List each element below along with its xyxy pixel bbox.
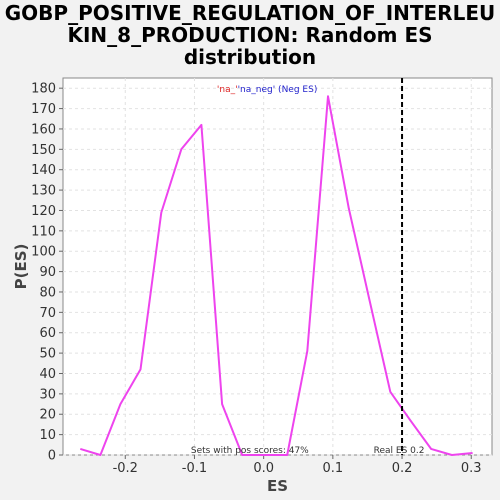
y-tick-label: 80 <box>39 285 56 300</box>
chart-title-line-1: GOBP_POSITIVE_REGULATION_OF_INTERLEU <box>4 1 496 25</box>
annotation-bottom: Sets with pos scores: 47% <box>191 446 309 456</box>
y-tick-label: 10 <box>39 428 56 443</box>
y-tick-label: 170 <box>31 102 56 117</box>
chart-title: GOBP_POSITIVE_REGULATION_OF_INTERLEU KIN… <box>0 2 500 68</box>
y-tick-label: 60 <box>39 326 56 341</box>
chart-title-line-2: KIN_8_PRODUCTION: Random ES <box>67 23 433 47</box>
x-tick-label: 0.3 <box>461 461 482 476</box>
real-es-label: Real ES 0.2 <box>374 446 425 456</box>
y-axis-title: P(ES) <box>12 244 30 290</box>
series-line <box>80 95 473 456</box>
x-tick-label: -0.1 <box>182 461 207 476</box>
y-tick-label: 0 <box>48 449 56 464</box>
x-tick-label: -0.2 <box>113 461 138 476</box>
y-tick-label: 100 <box>31 245 56 260</box>
y-tick-label: 30 <box>39 387 56 402</box>
y-tick-label: 70 <box>39 306 56 321</box>
annotation-top: 'na_''na_neg' (Neg ES) <box>217 85 317 95</box>
y-tick-label: 120 <box>31 204 56 219</box>
y-tick-label: 160 <box>31 122 56 137</box>
y-tick-label: 180 <box>31 82 56 97</box>
x-tick-label: 0.0 <box>253 461 274 476</box>
y-axis-ticks: 0 10 20 30 40 50 60 70 80 90 100 110 120 130 140 150 160… <box>31 82 63 464</box>
x-axis-ticks: -0.2 -0.1 0.0 0.1 0.2 0.3 <box>113 455 482 476</box>
x-tick-label: 0.1 <box>323 461 344 476</box>
chart-title-line-3: distribution <box>183 45 317 69</box>
y-tick-label: 50 <box>39 347 56 362</box>
y-tick-label: 40 <box>39 367 56 382</box>
y-tick-label: 20 <box>39 408 56 423</box>
y-tick-label: 150 <box>31 143 56 158</box>
x-tick-label: 0.2 <box>392 461 413 476</box>
y-tick-label: 110 <box>31 224 56 239</box>
annotation-top-part1: 'na_' <box>217 85 238 95</box>
y-tick-label: 140 <box>31 163 56 178</box>
x-axis-title: ES <box>267 477 288 495</box>
annotation-top-part2: 'na_neg' (Neg ES) <box>238 85 318 95</box>
y-tick-label: 90 <box>39 265 56 280</box>
y-tick-label: 130 <box>31 184 56 199</box>
plot-area <box>62 77 493 456</box>
